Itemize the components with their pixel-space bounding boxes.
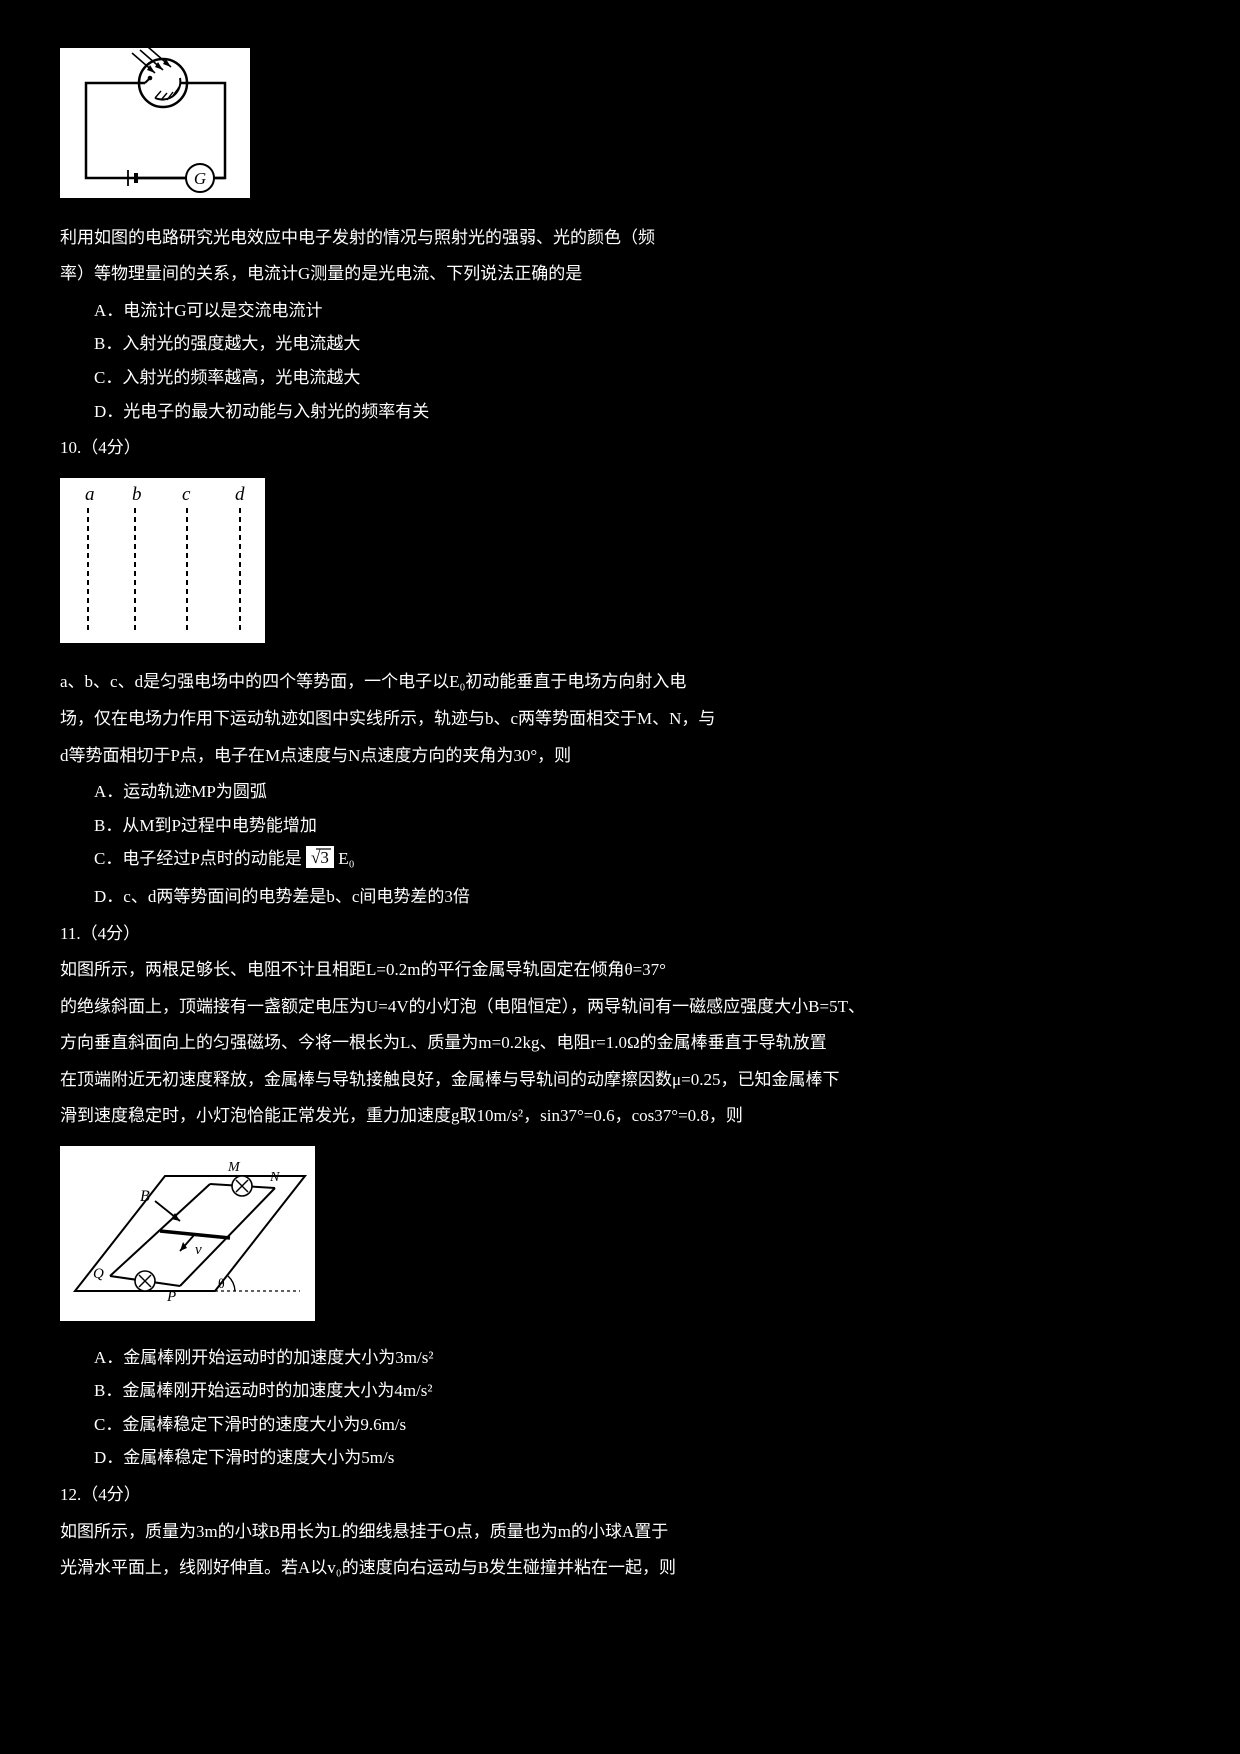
q9-optC: C．入射光的频率越高，光电流越大 — [60, 363, 1240, 394]
q11-num: 11.（4分） — [60, 919, 1240, 950]
svg-text:M: M — [227, 1160, 241, 1175]
svg-text:θ: θ — [218, 1277, 225, 1292]
q10-line1: a、b、c、d是匀强电场中的四个等势面，一个电子以E₀初动能垂直于电场方向射入电 — [60, 667, 1240, 698]
svg-text:G: G — [194, 169, 206, 188]
sqrt3-icon: √3 — [306, 853, 338, 872]
q12-line1: 如图所示，质量为3m的小球B用长为L的细线悬挂于O点，质量也为m的小球A置于 — [60, 1517, 1240, 1548]
q10-line2: 场，仅在电场力作用下运动轨迹如图中实线所示，轨迹与b、c两等势面相交于M、N，与 — [60, 704, 1240, 735]
svg-text:N: N — [269, 1170, 280, 1185]
q9-line2: 率）等物理量间的关系，电流计G测量的是光电流、下列说法正确的是 — [60, 259, 1240, 290]
q10-optB: B．从M到P过程中电势能增加 — [60, 811, 1240, 842]
svg-text:v: v — [195, 1242, 202, 1258]
q10-optC: C．电子经过P点时的动能是 √3 E₀ — [60, 844, 1240, 879]
q10-num: 10.（4分） — [60, 433, 1240, 464]
svg-text:d: d — [235, 484, 245, 505]
q11-figure: M N Q P v B θ — [60, 1146, 315, 1321]
q12-num: 12.（4分） — [60, 1480, 1240, 1511]
q11-line5: 滑到速度稳定时，小灯泡恰能正常发光，重力加速度g取10m/s²，sin37°=0… — [60, 1101, 1240, 1132]
q10-optA: A．运动轨迹MP为圆弧 — [60, 777, 1240, 808]
q10-line3: d等势面相切于P点，电子在M点速度与N点速度方向的夹角为30°，则 — [60, 741, 1240, 772]
q11-optD: D．金属棒稳定下滑时的速度大小为5m/s — [60, 1443, 1240, 1474]
svg-text:a: a — [85, 484, 95, 505]
q11-line3: 方向垂直斜面向上的匀强磁场、今将一根长为L、质量为m=0.2kg、电阻r=1.0… — [60, 1028, 1240, 1059]
q10-figure: a b c d — [60, 478, 265, 643]
q10-optD: D．c、d两等势面间的电势差是b、c间电势差的3倍 — [60, 882, 1240, 913]
q10-optC-post: E₀ — [338, 849, 354, 868]
q9-optA: A．电流计G可以是交流电流计 — [60, 296, 1240, 327]
q11-optC: C．金属棒稳定下滑时的速度大小为9.6m/s — [60, 1410, 1240, 1441]
svg-text:√3: √3 — [311, 848, 329, 867]
q11-optA: A．金属棒刚开始运动时的加速度大小为3m/s² — [60, 1343, 1240, 1374]
q12-line2: 光滑水平面上，线刚好伸直。若A以v₀的速度向右运动与B发生碰撞并粘在一起，则 — [60, 1553, 1240, 1584]
svg-text:P: P — [166, 1289, 176, 1305]
q11-line4: 在顶端附近无初速度释放，金属棒与导轨接触良好，金属棒与导轨间的动摩擦因数μ=0.… — [60, 1065, 1240, 1096]
svg-text:b: b — [132, 484, 142, 505]
q9-line1: 利用如图的电路研究光电效应中电子发射的情况与照射光的强弱、光的颜色（频 — [60, 223, 1240, 254]
svg-text:B: B — [140, 1188, 150, 1205]
q9-optB: B．入射光的强度越大，光电流越大 — [60, 329, 1240, 360]
q9-figure: G — [60, 48, 250, 198]
q11-optB: B．金属棒刚开始运动时的加速度大小为4m/s² — [60, 1376, 1240, 1407]
svg-text:Q: Q — [93, 1266, 104, 1282]
q11-line1: 如图所示，两根足够长、电阻不计且相距L=0.2m的平行金属导轨固定在倾角θ=37… — [60, 955, 1240, 986]
q11-line2: 的绝缘斜面上，顶端接有一盏额定电压为U=4V的小灯泡（电阻恒定），两导轨间有一磁… — [60, 992, 1240, 1023]
q9-optD: D．光电子的最大初动能与入射光的频率有关 — [60, 397, 1240, 428]
svg-text:c: c — [182, 484, 191, 505]
q10-optC-pre: C．电子经过P点时的动能是 — [94, 849, 302, 868]
